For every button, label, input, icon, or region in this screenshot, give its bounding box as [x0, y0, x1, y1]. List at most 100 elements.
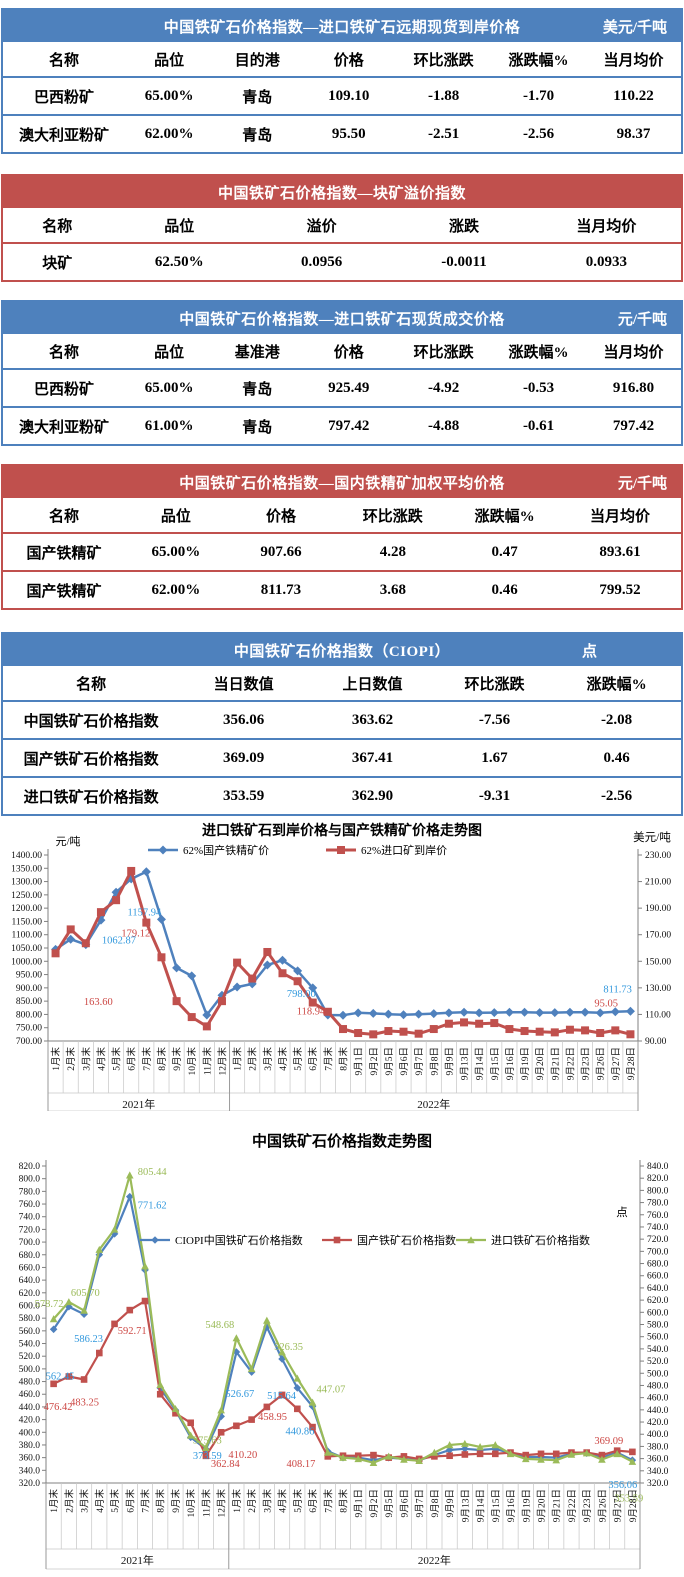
svg-text:6月末: 6月末	[307, 1047, 319, 1071]
table-cell: 893.61	[599, 543, 641, 560]
svg-text:600.0: 600.0	[647, 1308, 669, 1318]
svg-text:130.00: 130.00	[645, 984, 671, 994]
table-cell: 925.49	[328, 379, 370, 396]
svg-text:9月14日: 9月14日	[475, 1047, 486, 1080]
column-header-row: 名称 品位 溢价 涨跌 当月均价	[3, 208, 681, 244]
svg-text:9月6日: 9月6日	[399, 1047, 410, 1076]
data-label: 526.67	[225, 1389, 254, 1400]
legend-item: 62%进口矿到岸价	[326, 844, 447, 857]
data-label: 771.62	[138, 1201, 167, 1212]
legend-item: CIOPI中国铁矿石价格指数	[140, 1233, 303, 1247]
y-axis-left: 1400.00 1350.00 1300.00 1250.00 1200.00 1150.…	[11, 851, 48, 1047]
table-cell: 98.37	[586, 114, 681, 152]
price-table: 名称 品位 溢价 涨跌 当月均价 块矿 62.50% 0.0956 -0.0011 0.0933	[3, 208, 681, 280]
column-header-cell: 环比涨跌	[335, 498, 451, 534]
legend: CIOPI中国铁矿石价格指数 国产铁矿石价格指数 进口铁矿石价格指数	[140, 1233, 590, 1247]
chart-canvas: 中国铁矿石价格指数走势图 820.0 800.0 780.0 760.0 740.0 720…	[0, 1116, 684, 1572]
data-label: 373.59	[193, 1451, 222, 1462]
svg-text:11月末: 11月末	[201, 1047, 213, 1076]
table-cell: 巴西粉矿	[34, 89, 95, 106]
data-label: 179.12	[121, 929, 150, 940]
table-unit-label: 元/千吨	[617, 311, 667, 328]
svg-text:340.0: 340.0	[647, 1467, 669, 1477]
table-cell: 0.46	[450, 570, 559, 608]
svg-text:10月末: 10月末	[186, 1047, 198, 1076]
svg-text:9月8日: 9月8日	[430, 1489, 441, 1518]
svg-text:9月8日: 9月8日	[429, 1047, 440, 1076]
table-cell: 青岛	[213, 406, 302, 444]
table-header-bar: 中国铁矿石价格指数（CIOPI） 点	[3, 634, 681, 666]
svg-text:1000.00: 1000.00	[11, 957, 42, 967]
data-label: 369.09	[594, 1436, 623, 1447]
svg-text:520.0: 520.0	[647, 1357, 669, 1367]
svg-text:480.0: 480.0	[19, 1378, 41, 1388]
data-label: 118.94	[297, 1007, 326, 1018]
column-header-cell: 当月均价	[558, 498, 681, 534]
svg-text:9月22日: 9月22日	[567, 1489, 578, 1522]
table-import-forward-arrival-price: 中国铁矿石价格指数—进口铁矿石远期现货到岸价格 美元/千吨 名称 品位 目的港 价格环…	[1, 8, 683, 154]
table-cell: 109.10	[328, 87, 370, 104]
table-cell: -0.53	[522, 379, 555, 396]
y-axis-right: 840.0 820.0 800.0 780.0 760.0 740.0 720.0 700.0…	[640, 1162, 669, 1489]
svg-text:420.0: 420.0	[19, 1416, 41, 1426]
table-cell: 0.0956	[301, 253, 343, 270]
svg-text:230.00: 230.00	[645, 851, 671, 861]
series-1	[51, 866, 635, 1039]
svg-text:9月22日: 9月22日	[565, 1047, 576, 1080]
svg-text:9月19日: 9月19日	[520, 1047, 531, 1080]
chart-canvas: 进口铁矿石到岸价格与国产铁精矿价格走势图 1400.00 1350.00 1300.0…	[0, 819, 684, 1112]
table-cell: 1.67	[436, 738, 553, 777]
column-header-cell: 品位	[125, 42, 214, 78]
svg-text:9月28日: 9月28日	[626, 1047, 637, 1080]
table-cell: 澳大利亚粉矿	[3, 406, 126, 444]
svg-text:900.00: 900.00	[16, 984, 42, 994]
svg-text:500.0: 500.0	[647, 1369, 669, 1379]
chart-title: 进口铁矿石到岸价格与国产铁精矿价格走势图	[202, 822, 482, 839]
column-header-cell: 名称	[3, 334, 126, 370]
svg-text:1300.00: 1300.00	[11, 878, 42, 888]
data-label: 483.25	[70, 1397, 99, 1408]
table-title: 中国铁矿石价格指数—国内铁精矿加权平均价格	[179, 475, 505, 492]
column-header-cell: 上日数值	[308, 666, 437, 702]
svg-text:12月末: 12月末	[216, 1047, 228, 1076]
column-header-row: 名称 品位 基准港 价格 环比涨跌 涨跌幅% 当月均价	[3, 334, 681, 370]
svg-text:9月2日: 9月2日	[369, 1489, 380, 1518]
table-cell: 62.50%	[154, 253, 204, 270]
table-cell: 62.00%	[125, 114, 214, 152]
svg-text:3月末: 3月末	[80, 1047, 92, 1071]
table-cell: -0.61	[491, 406, 587, 444]
svg-text:12月末: 12月末	[216, 1489, 228, 1518]
data-label: 592.71	[118, 1326, 147, 1337]
svg-text:4月末: 4月末	[277, 1047, 289, 1071]
table-cell: 95.50	[301, 114, 397, 152]
data-label: 163.60	[84, 997, 113, 1008]
table-cell: 811.73	[226, 570, 336, 608]
table-cell: 110.22	[613, 87, 654, 104]
svg-text:800.0: 800.0	[19, 1175, 41, 1185]
table-cell: 907.66	[260, 543, 302, 560]
table-title: 中国铁矿石价格指数—进口铁矿石远期现货到岸价格	[163, 19, 521, 36]
table-row: 国产铁矿石价格指数 369.09 367.41 1.67 0.46	[3, 738, 681, 777]
svg-text:7月末: 7月末	[322, 1489, 334, 1513]
svg-text:340.0: 340.0	[19, 1466, 41, 1476]
svg-text:820.0: 820.0	[19, 1162, 41, 1172]
x-axis-labels: 1月末 2月末 3月末 4月末 5月末 6月末 7月末 8月末 9月末 10月末 11月末 12月末 1…	[50, 1047, 637, 1081]
svg-text:640.0: 640.0	[647, 1284, 669, 1294]
table-cell: 3.68	[335, 570, 451, 608]
column-header-cell: 当日数值	[179, 666, 309, 702]
svg-text:2021年: 2021年	[122, 1097, 155, 1111]
svg-text:9月21日: 9月21日	[550, 1047, 561, 1080]
svg-text:1050.00: 1050.00	[11, 944, 42, 954]
data-label: 805.44	[138, 1167, 168, 1178]
table-unit-label: 元/千吨	[617, 475, 667, 492]
svg-text:840.0: 840.0	[647, 1162, 669, 1172]
svg-text:9月27日: 9月27日	[613, 1489, 624, 1522]
svg-text:620.0: 620.0	[647, 1296, 669, 1306]
svg-text:560.0: 560.0	[647, 1333, 669, 1343]
svg-text:7月末: 7月末	[322, 1047, 334, 1071]
column-header-cell: 溢价	[247, 208, 397, 244]
svg-text:9月13日: 9月13日	[460, 1489, 471, 1522]
svg-text:90.00: 90.00	[645, 1037, 667, 1047]
svg-text:660.0: 660.0	[647, 1272, 669, 1282]
table-row: 巴西粉矿 65.00% 青岛 925.49 -4.92 -0.53 916.80	[3, 369, 681, 407]
